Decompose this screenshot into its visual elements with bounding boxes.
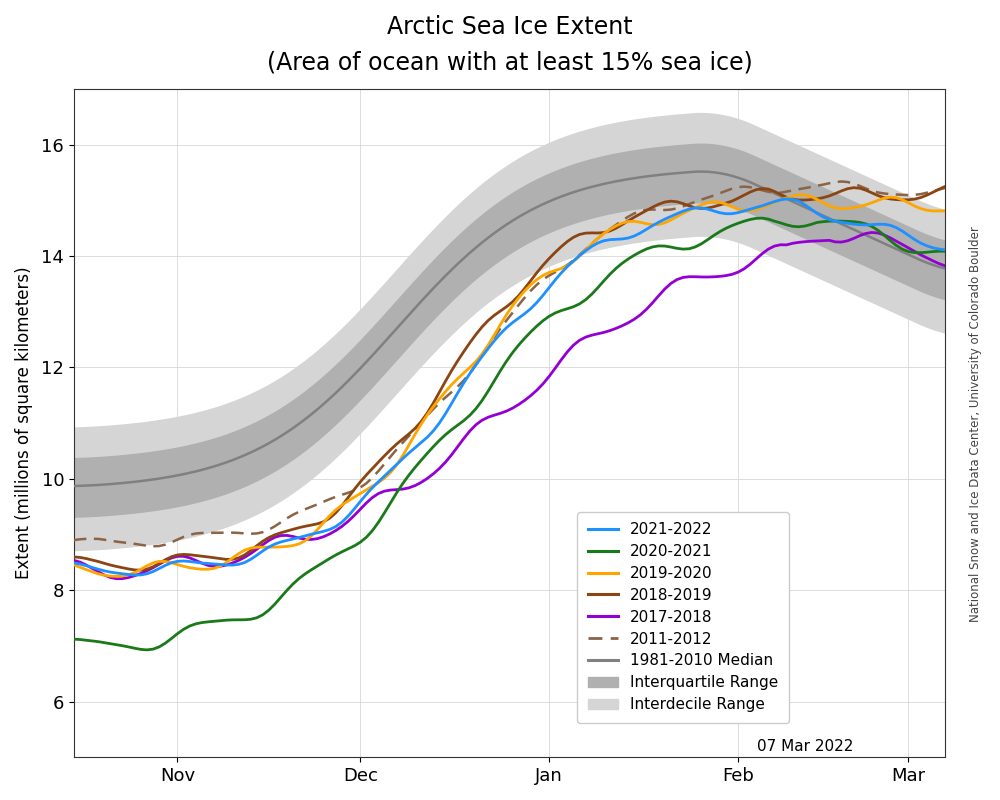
Text: National Snow and Ice Data Center, University of Colorado Boulder: National Snow and Ice Data Center, Unive…	[968, 226, 982, 622]
Text: 07 Mar 2022: 07 Mar 2022	[757, 739, 854, 754]
Legend: 2021-2022, 2020-2021, 2019-2020, 2018-2019, 2017-2018, 2011-2012, 1981-2010 Medi: 2021-2022, 2020-2021, 2019-2020, 2018-20…	[577, 511, 789, 723]
Y-axis label: Extent (millions of square kilometers): Extent (millions of square kilometers)	[15, 266, 33, 579]
Title: Arctic Sea Ice Extent
(Area of ocean with at least 15% sea ice): Arctic Sea Ice Extent (Area of ocean wit…	[267, 15, 752, 74]
